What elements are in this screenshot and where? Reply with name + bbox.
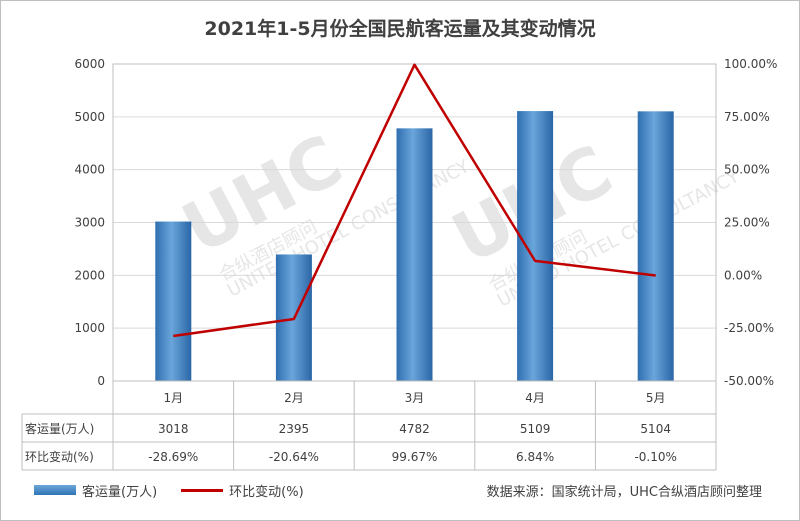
- y-left-tick: 6000: [74, 57, 105, 71]
- data-source: 数据来源：国家统计局，UHC合纵酒店顾问整理: [486, 485, 762, 500]
- x-tick: 1月: [163, 391, 183, 405]
- axes: 0 1000 2000 3000 4000 5000 6000 -50.00% -25.00% 0…: [74, 57, 777, 388]
- y-right-tick: 100.00%: [724, 57, 777, 71]
- x-tick: 2月: [284, 391, 304, 405]
- y-right-tick: 0.00%: [724, 268, 762, 282]
- legend-line-swatch: [181, 488, 224, 492]
- chart-title: 2021年1-5月份全国民航客运量及其变动情况: [204, 18, 596, 40]
- y-left-tick: 0: [97, 374, 105, 388]
- bar-1月: [155, 221, 192, 381]
- y-right-tick: 50.00%: [724, 163, 770, 177]
- line-series: [173, 63, 656, 338]
- table-cell: 2395: [279, 422, 310, 436]
- table-cell: 5109: [520, 422, 551, 436]
- table-cell: 5104: [640, 422, 671, 436]
- table-cell: -20.64%: [269, 450, 319, 464]
- y-right-tick: -25.00%: [724, 321, 774, 335]
- y-left-tick: 3000: [74, 216, 105, 230]
- table-cell: 99.67%: [392, 450, 438, 464]
- change-line: [173, 63, 656, 338]
- legend-bar-swatch: [34, 485, 76, 495]
- y-right-tick: -50.00%: [724, 374, 774, 388]
- bar-4月: [517, 111, 554, 382]
- legend: 客运量(万人) 环比变动(%): [34, 478, 328, 502]
- y-left-tick: 2000: [74, 268, 105, 282]
- x-tick: 4月: [525, 391, 545, 405]
- bar-5月: [637, 111, 674, 381]
- legend-label-change: 环比变动(%): [229, 484, 304, 500]
- table-cell: 4782: [399, 422, 430, 436]
- bar-3月: [396, 128, 433, 381]
- y-right-tick: 25.00%: [724, 216, 770, 230]
- table-cell: -28.69%: [148, 450, 198, 464]
- y-left-tick: 4000: [74, 163, 105, 177]
- y-right-tick: 75.00%: [724, 110, 770, 124]
- table-row-label: 客运量(万人): [25, 421, 94, 436]
- table-cell: 3018: [158, 422, 189, 436]
- table-row-label: 环比变动(%): [25, 449, 94, 464]
- legend-item-change: 环比变动(%): [181, 481, 304, 500]
- x-tick: 5月: [646, 391, 666, 405]
- y-left-tick: 1000: [74, 321, 105, 335]
- bar-series: [155, 111, 674, 382]
- y-left-tick: 5000: [74, 110, 105, 124]
- x-tick: 3月: [405, 391, 425, 405]
- table-cell: 6.84%: [516, 450, 554, 464]
- legend-label-passenger: 客运量(万人): [82, 484, 158, 500]
- legend-item-passenger: 客运量(万人): [34, 481, 157, 500]
- table-cell: -0.10%: [634, 450, 676, 464]
